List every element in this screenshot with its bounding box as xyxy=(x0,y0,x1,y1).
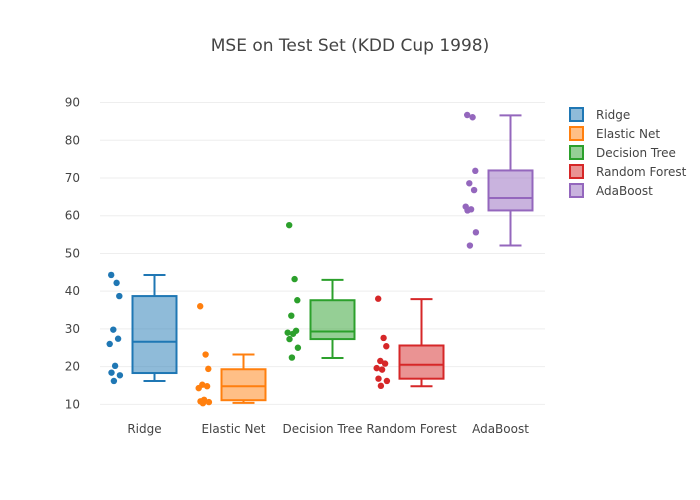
x-tick-label: Elastic Net xyxy=(201,422,265,436)
data-point xyxy=(286,335,293,343)
iqr-box xyxy=(398,344,445,380)
y-axis-ticks: 10 20 30 40 50 60 70 80 90 xyxy=(65,96,80,412)
y-tick-label: 10 xyxy=(65,397,80,411)
y-tick-label: 30 xyxy=(65,322,80,336)
legend-swatch xyxy=(569,107,584,122)
data-point xyxy=(377,357,384,365)
data-point xyxy=(288,312,295,319)
x-tick-label: Random Forest xyxy=(366,422,457,436)
legend-label: Random Forest xyxy=(596,165,687,179)
data-point xyxy=(472,167,479,175)
chart-title: MSE on Test Set (KDD Cup 1998) xyxy=(211,36,489,56)
data-point xyxy=(116,292,123,300)
data-point xyxy=(114,335,122,342)
x-tick-label: AdaBoost xyxy=(472,422,529,436)
data-point xyxy=(373,364,380,372)
data-point xyxy=(110,326,117,333)
legend-item[interactable]: Decision Tree xyxy=(569,145,676,160)
legend-label: Decision Tree xyxy=(596,146,676,160)
legend-label: Ridge xyxy=(596,108,630,122)
legend-swatch xyxy=(569,183,584,198)
data-point xyxy=(111,362,119,370)
data-point xyxy=(108,369,115,376)
data-point xyxy=(108,271,115,279)
data-point xyxy=(466,242,474,249)
data-point xyxy=(466,180,473,187)
data-point xyxy=(383,377,391,385)
data-point xyxy=(197,303,204,310)
legend[interactable]: Ridge Elastic Net Decision Tree Random Fore… xyxy=(569,107,687,198)
data-point xyxy=(380,334,387,342)
y-tick-label: 60 xyxy=(65,209,80,223)
data-point xyxy=(470,186,478,194)
data-point xyxy=(203,383,211,390)
data-point xyxy=(469,114,476,121)
x-axis-ticks: Ridge Elastic Net Decision Tree Random Fore… xyxy=(127,422,529,436)
legend-item[interactable]: AdaBoost xyxy=(569,183,653,198)
iqr-box xyxy=(131,295,178,375)
y-tick-label: 50 xyxy=(65,246,80,260)
y-tick-label: 70 xyxy=(65,171,80,185)
legend-item[interactable]: Random Forest xyxy=(569,164,687,179)
data-point xyxy=(381,360,389,367)
x-tick-label: Decision Tree xyxy=(283,422,363,436)
data-point xyxy=(116,372,124,379)
data-point xyxy=(383,343,390,350)
box-group xyxy=(106,271,178,385)
data-point xyxy=(199,400,207,407)
legend-item[interactable]: Ridge xyxy=(569,107,630,122)
data-point xyxy=(464,111,471,119)
legend-swatch xyxy=(569,145,584,160)
legend-label: AdaBoost xyxy=(596,184,653,198)
box-group xyxy=(195,303,267,407)
data-point xyxy=(375,375,382,382)
iqr-box xyxy=(487,169,534,212)
box-group xyxy=(284,221,356,361)
data-point xyxy=(195,384,202,392)
data-point xyxy=(202,351,209,358)
y-tick-label: 20 xyxy=(65,360,80,374)
data-point xyxy=(289,330,297,337)
data-point xyxy=(294,344,302,351)
legend-item[interactable]: Elastic Net xyxy=(569,126,660,141)
data-point xyxy=(106,340,113,348)
legend-swatch xyxy=(569,164,584,179)
y-tick-label: 90 xyxy=(65,96,80,110)
box-group xyxy=(373,295,445,390)
legend-label: Elastic Net xyxy=(596,127,660,141)
data-point xyxy=(294,297,301,304)
iqr-box xyxy=(220,368,267,402)
data-point xyxy=(205,398,213,406)
box-group xyxy=(462,111,534,249)
data-point xyxy=(205,365,212,373)
data-point xyxy=(110,377,118,385)
boxes xyxy=(106,111,534,407)
data-point xyxy=(377,382,385,390)
data-point xyxy=(288,354,296,361)
y-tick-label: 80 xyxy=(65,133,80,147)
data-point xyxy=(378,366,386,373)
legend-swatch xyxy=(569,126,584,141)
data-point xyxy=(291,275,298,283)
data-point xyxy=(284,329,291,336)
data-point xyxy=(464,207,471,214)
data-point xyxy=(375,295,382,302)
x-tick-label: Ridge xyxy=(127,422,161,436)
data-point xyxy=(113,279,120,287)
data-point xyxy=(472,229,480,236)
data-point xyxy=(286,221,293,229)
iqr-box xyxy=(309,299,356,341)
y-tick-label: 40 xyxy=(65,284,80,298)
